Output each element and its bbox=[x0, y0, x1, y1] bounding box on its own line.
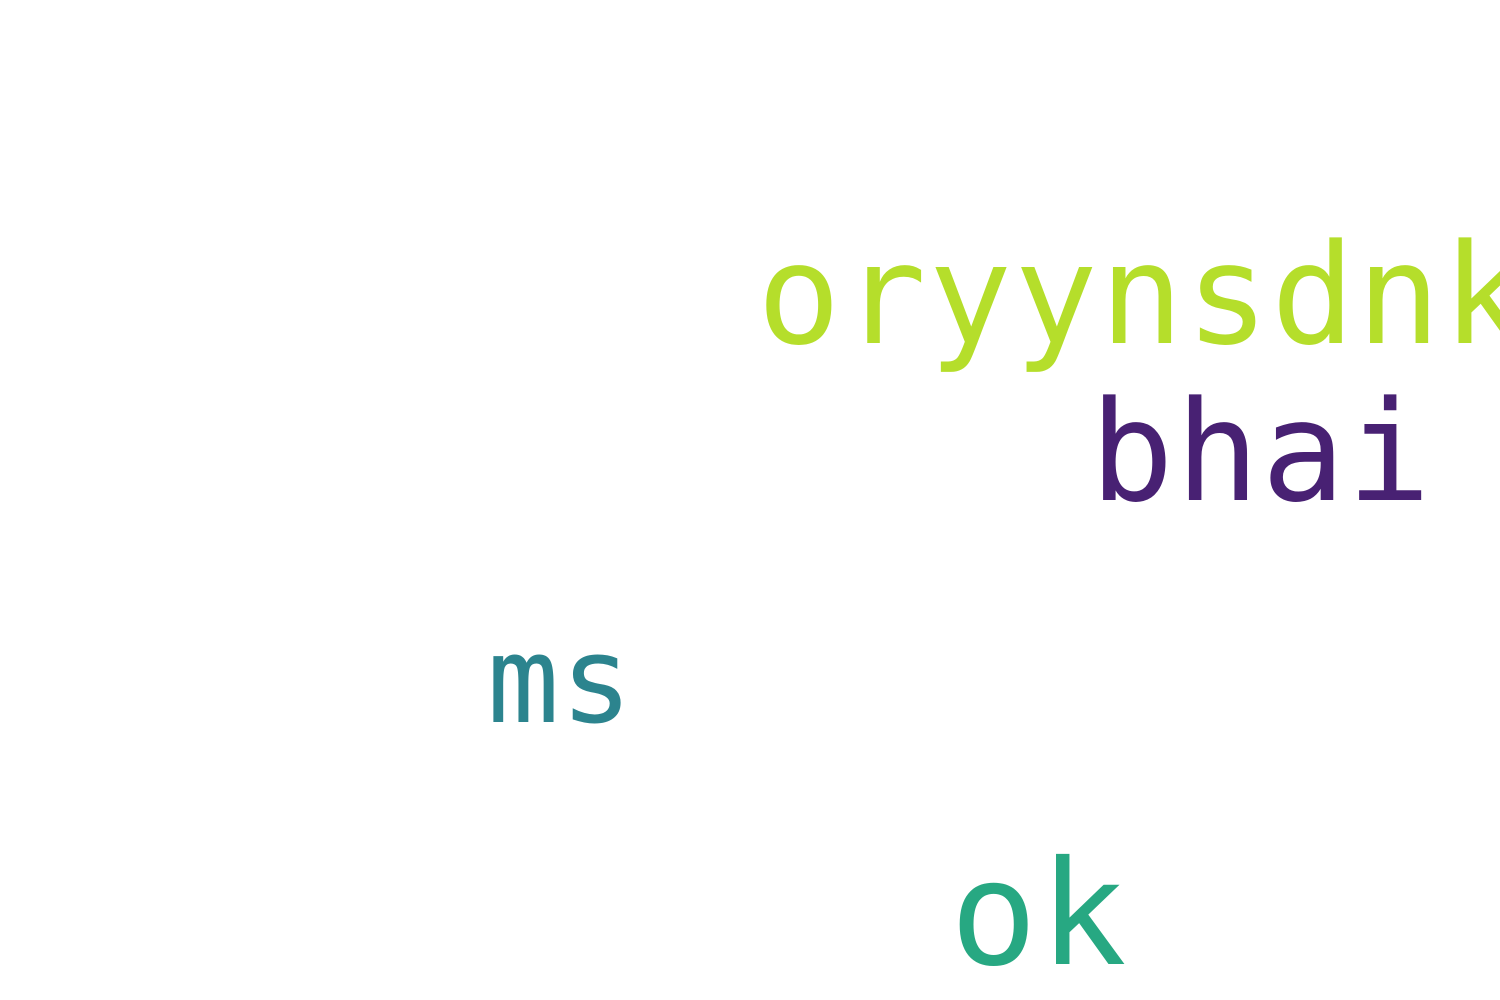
word-oryynsdnk: oryynsdnk bbox=[757, 214, 1500, 376]
word-bhai: bhai bbox=[1090, 371, 1433, 533]
word-ms: ms bbox=[487, 612, 634, 751]
word-ok: ok bbox=[950, 830, 1129, 999]
